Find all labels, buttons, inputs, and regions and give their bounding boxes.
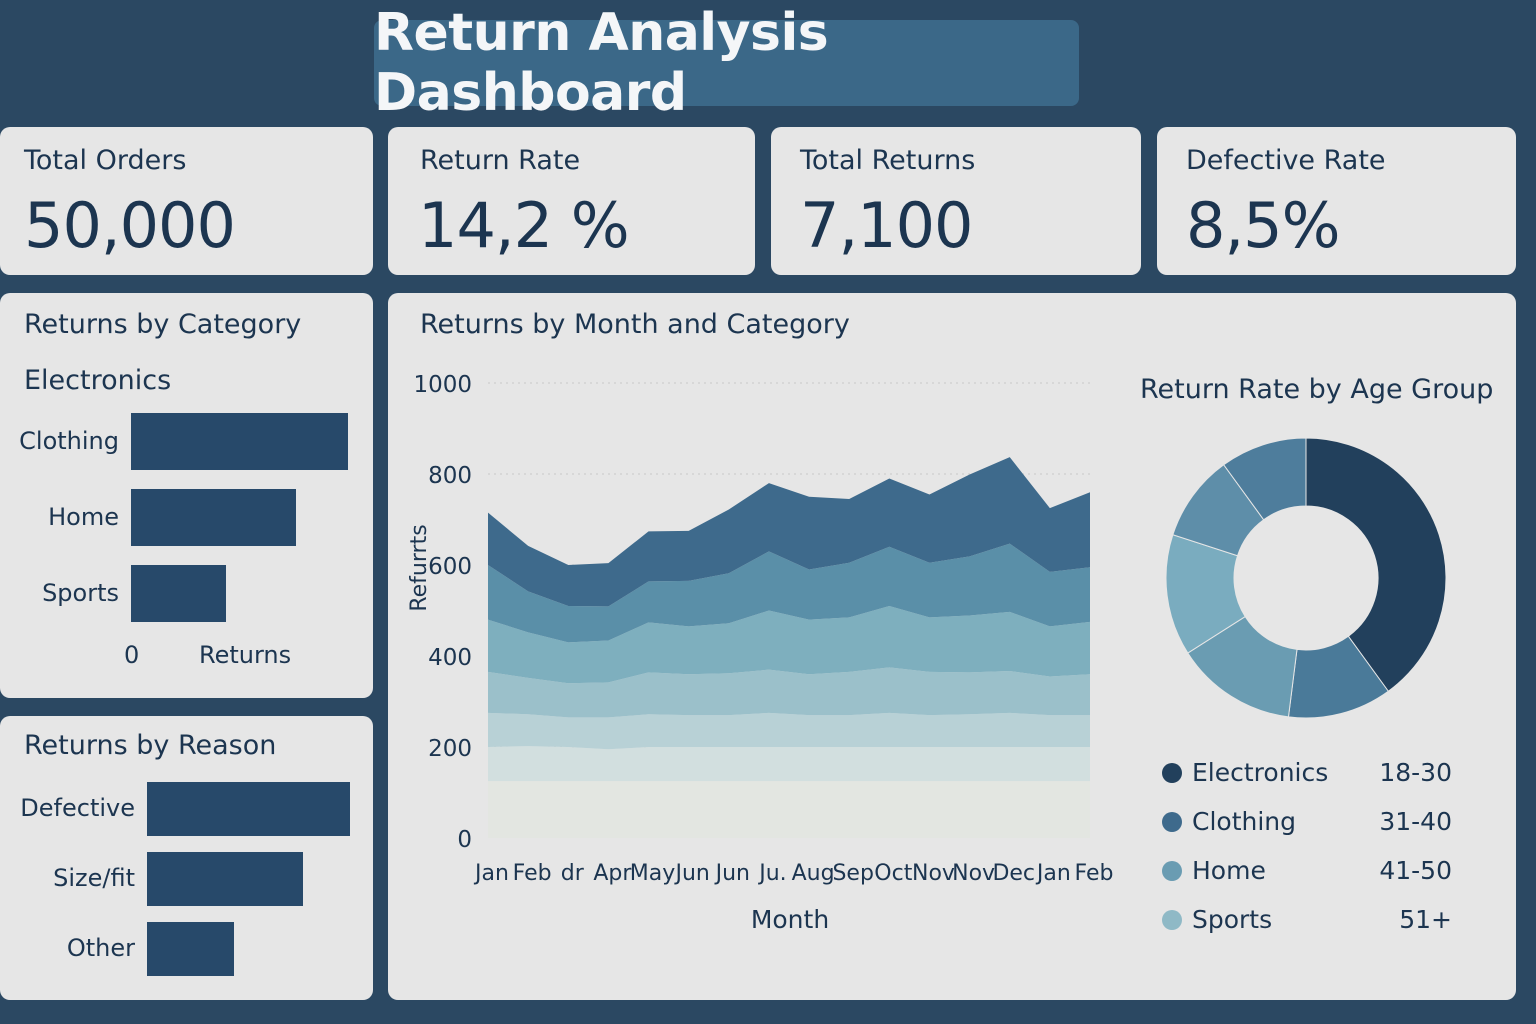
returns-by-category-card: Returns by Category Electronics Clothing… (0, 293, 373, 698)
bar-category-label: Other (66, 934, 135, 962)
area-series-3 (488, 667, 1090, 718)
legend-label: Electronics (1192, 758, 1329, 787)
x-tick-label: Jan (473, 861, 509, 886)
kpi-value: 8,5% (1186, 189, 1341, 262)
bar (131, 565, 227, 622)
x-axis-title: Month (751, 905, 829, 934)
legend-value: 18-30 (1379, 758, 1452, 787)
legend-label: Clothing (1192, 807, 1297, 836)
bar-category-label: Size/fit (53, 864, 135, 892)
legend-value: 31-40 (1379, 807, 1452, 836)
kpi-label: Defective Rate (1186, 145, 1386, 176)
x-tick-label: Ju. (757, 861, 786, 886)
kpi-label: Total Orders (24, 145, 187, 176)
x-tick-label: Jun (673, 861, 709, 886)
kpi-value: 7,100 (800, 189, 973, 262)
dashboard-title: Return Analysis Dashboard (374, 3, 829, 123)
y-axis-title: Refurrts (407, 524, 432, 611)
legend-dot-icon (1162, 860, 1182, 881)
card-title: Returns by Reason (24, 730, 277, 761)
kpi-value: 50,000 (24, 189, 236, 262)
x-tick-label: Nov (952, 861, 995, 886)
bar (131, 413, 348, 470)
area-series-5 (488, 543, 1090, 643)
bar (147, 922, 235, 976)
kpi-value: 14,2 % (418, 189, 630, 262)
x-tick-label: Nov (912, 861, 955, 886)
donut-slice (1305, 437, 1447, 692)
legend-value: 51+ (1399, 905, 1452, 934)
donut-chart (1165, 437, 1447, 719)
x-tick-label: Aug (792, 861, 835, 886)
card-title: Returns by Category (24, 309, 302, 340)
x-tick-label: Feb (513, 861, 552, 886)
area-series-1 (488, 746, 1090, 782)
x-tick-label: dr (561, 861, 585, 886)
kpi-label: Total Returns (800, 145, 976, 176)
x-tick-label: Apr (593, 861, 632, 886)
y-tick-label: 800 (428, 463, 472, 489)
x-axis-label: Returns (199, 641, 292, 669)
y-tick-label: 0 (457, 827, 472, 853)
bar (147, 782, 350, 836)
legend-item: Electronics (1162, 758, 1328, 787)
card-title: Returns by Month and Category (420, 309, 850, 340)
donut-slice (1223, 437, 1307, 521)
donut-title: Return Rate by Age Group (1140, 374, 1494, 405)
y-tick-label: 600 (428, 554, 472, 580)
y-tick-label: 200 (428, 736, 472, 762)
legend-item: Home (1162, 856, 1266, 885)
legend-item: Sports (1162, 905, 1272, 934)
kpi-label: Return Rate (420, 145, 581, 176)
kpi-card-total-returns: Total Returns 7,100 (771, 127, 1141, 275)
x-tick-label: Jun (714, 861, 750, 886)
bar-category-label: Home (48, 502, 119, 531)
legend-label: Home (1192, 856, 1266, 885)
bar (131, 489, 296, 546)
kpi-card-defective-rate: Defective Rate 8,5% (1157, 127, 1516, 275)
area-series-6 (488, 457, 1090, 607)
bar (147, 852, 304, 906)
bar-category-label: Defective (20, 794, 135, 822)
title-banner: Return Analysis Dashboard (374, 3, 1079, 123)
kpi-card-return-rate: Return Rate 14,2 % (388, 127, 755, 275)
legend-dot-icon (1162, 762, 1182, 783)
x-tick-label: Dec (992, 861, 1035, 886)
legend-dot-icon (1162, 811, 1182, 832)
bar-category-label: Sports (42, 578, 119, 607)
legend-item: Clothing (1162, 807, 1296, 836)
y-tick-label: 1000 (413, 372, 472, 398)
x-axis-zero: 0 (124, 641, 140, 669)
x-tick-label: Feb (1075, 861, 1114, 886)
legend-dot-icon (1162, 909, 1182, 930)
x-tick-label: Sep (832, 861, 873, 886)
returns-by-reason-card: Returns by Reason Defective Size/fit Other (0, 716, 373, 1000)
x-tick-label: Jan (1035, 861, 1071, 886)
area-series-4 (488, 605, 1090, 684)
x-tick-label: May (630, 861, 675, 886)
legend-value: 41-50 (1379, 856, 1452, 885)
area-series-0 (488, 781, 1090, 838)
area-series-2 (488, 712, 1090, 750)
card-subtitle: Electronics (24, 365, 172, 396)
y-tick-label: 400 (428, 645, 472, 671)
bar-category-label: Clothing (19, 426, 119, 455)
x-tick-label: Oct (874, 861, 912, 886)
legend-label: Sports (1192, 905, 1273, 934)
kpi-card-total-orders: Total Orders 50,000 (0, 127, 373, 275)
